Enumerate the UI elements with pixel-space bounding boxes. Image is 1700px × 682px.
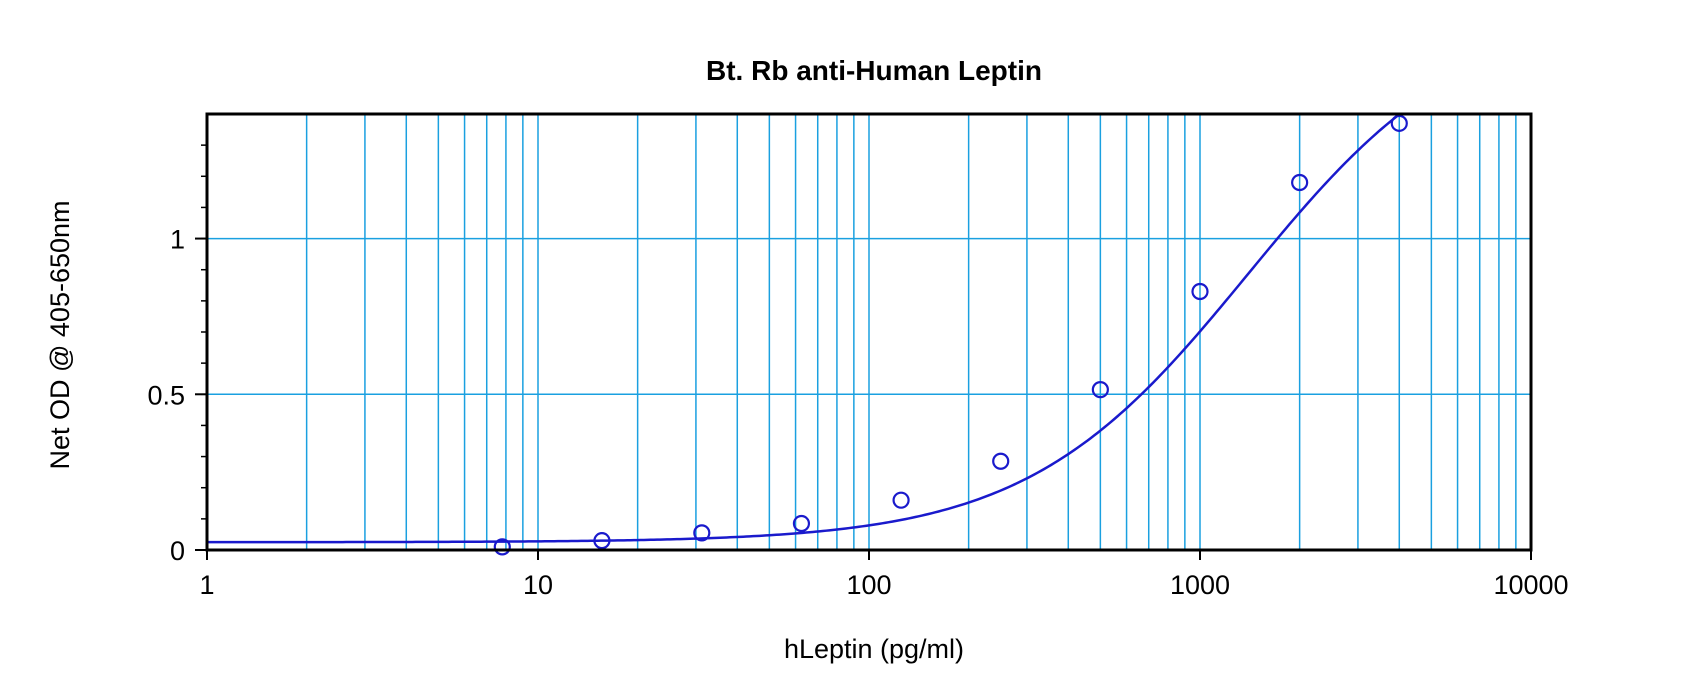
x-tick-label: 1: [199, 570, 214, 600]
data-point: [593, 532, 611, 550]
x-tick-label: 10: [523, 570, 553, 600]
data-point: [693, 524, 711, 542]
y-minor-ticks: [195, 144, 207, 551]
grid-lines: [207, 114, 1531, 550]
y-tick-label: 0.5: [147, 380, 185, 410]
y-tick-label: 1: [170, 225, 185, 255]
data-point: [792, 514, 811, 533]
x-tick-label: 1000: [1170, 570, 1230, 600]
data-point: [493, 538, 511, 556]
chart-title: Bt. Rb anti-Human Leptin: [706, 55, 1042, 86]
fit-curve-group: [207, 113, 1400, 544]
y-tick-labels: 00.51: [147, 225, 185, 566]
data-point: [892, 491, 910, 509]
fit-curve: [207, 113, 1400, 544]
data-point: [1091, 381, 1109, 399]
data-point: [1291, 173, 1309, 192]
x-axis-label: hLeptin (pg/ml): [784, 634, 964, 664]
x-tick-label: 100: [846, 570, 891, 600]
data-points: [493, 114, 1408, 556]
y-axis-label: Net OD @ 405-650nm: [45, 200, 75, 469]
x-tick-labels: 1 10 100 1000 10000: [199, 550, 1569, 600]
x-tick-label: 10000: [1493, 570, 1568, 600]
y-tick-label: 0: [170, 536, 185, 566]
data-point: [1191, 282, 1209, 301]
data-point: [992, 452, 1010, 470]
data-point: [1390, 114, 1408, 132]
